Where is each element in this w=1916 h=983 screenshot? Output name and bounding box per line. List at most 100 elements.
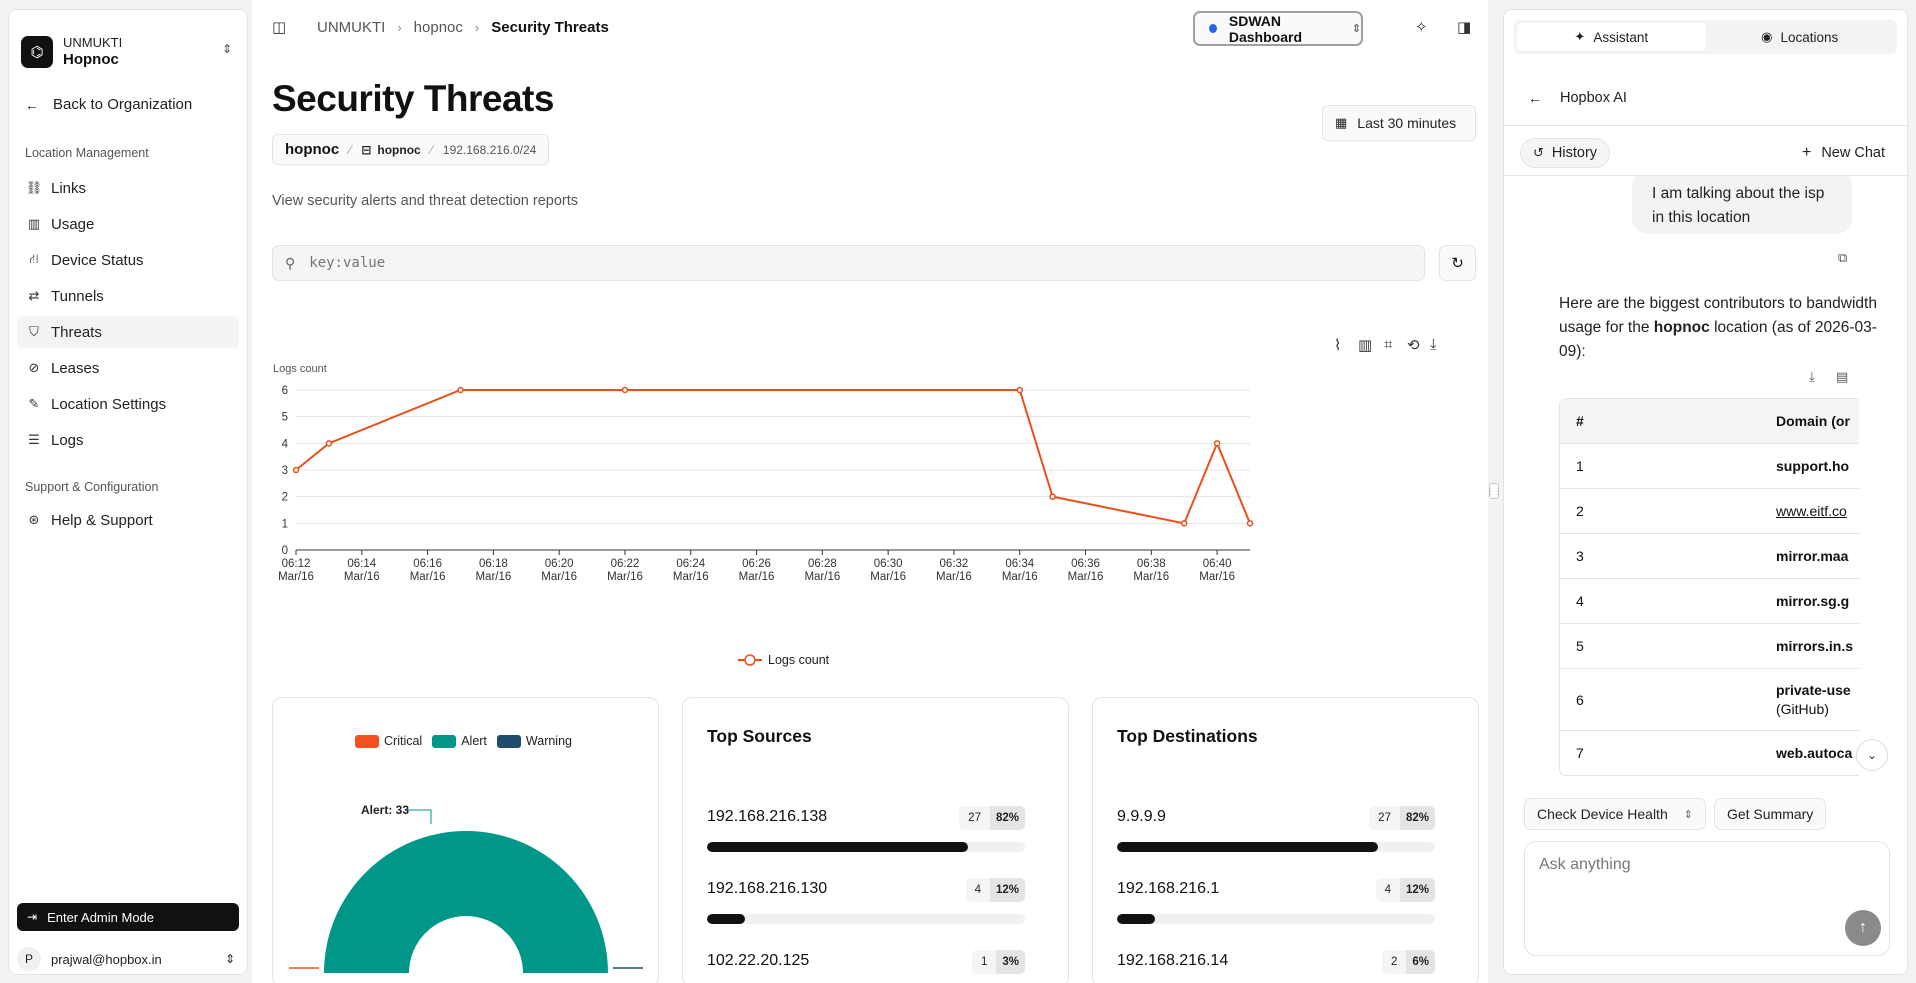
tab-assistant[interactable]: ✦ Assistant	[1517, 23, 1706, 51]
resize-handle[interactable]: ⋮⋮	[1486, 483, 1502, 499]
clipboard-icon[interactable]: ▤	[1836, 369, 1849, 384]
plus-icon: +	[1801, 144, 1812, 161]
sparkle-icon[interactable]: ✧	[1415, 19, 1428, 36]
data-point[interactable]	[1016, 386, 1023, 394]
copy-icon[interactable]: ⧉	[1838, 250, 1848, 265]
count-badge: 1 3%	[971, 950, 1025, 974]
sidebar-item-threats[interactable]: ⛉ Threats	[17, 316, 239, 348]
table-cell-domain[interactable]: www.eitf.co	[1776, 502, 1847, 520]
ip-address: 192.168.216.14	[1117, 952, 1229, 969]
back-to-organization-link[interactable]: ← Back to Organization	[25, 96, 192, 113]
device-status-icon: ⛙	[29, 251, 39, 266]
sidebar-item-logs[interactable]: ☰ Logs	[17, 424, 239, 456]
data-point[interactable]	[1213, 440, 1221, 447]
zoom-icon[interactable]: ⌗	[1384, 336, 1393, 353]
time-range-button[interactable]: ▦ Last 30 minutes	[1322, 105, 1476, 141]
data-point[interactable]	[1246, 520, 1254, 527]
bar-chart-icon[interactable]: ▥	[1358, 337, 1373, 354]
refresh-button[interactable]: ↻	[1439, 245, 1476, 281]
download-icon[interactable]: ⤓	[1809, 369, 1815, 384]
table-cell-rank: 5	[1576, 638, 1584, 654]
y-tick-label: 4	[282, 438, 289, 450]
sdwan-dashboard-button[interactable]: SDWAN Dashboard ⇕	[1193, 11, 1363, 46]
page-title: Security Threats	[272, 78, 554, 119]
table-cell-domain: private-use (GitHub)	[1776, 681, 1851, 717]
count-value: 27	[1369, 806, 1400, 830]
list-item[interactable]: 102.22.20.125 1 3%	[707, 950, 1025, 983]
sidebar-item-help-support[interactable]: ⊛ Help & Support	[17, 504, 239, 536]
send-button[interactable]: ↑	[1845, 910, 1881, 946]
sidebar-item-location-settings[interactable]: ✎ Location Settings	[17, 388, 239, 420]
data-point[interactable]	[325, 440, 333, 447]
tunnels-icon: ⇄	[28, 288, 40, 303]
chevron-down-icon: ⌄	[1866, 748, 1878, 762]
severity-card: Critical Alert Warning Alert: 33	[272, 697, 659, 983]
sidebar-item-label: Device Status	[51, 251, 144, 269]
domain-text: www.eitf.co	[1776, 502, 1847, 519]
data-point[interactable]	[1180, 520, 1188, 527]
domain-text: private-use	[1776, 682, 1851, 699]
bandwidth-table: # Domain (or 1 support.ho 2 www.eitf.co 3 mirro…	[1559, 398, 1859, 776]
line-chart-icon[interactable]: ⌇	[1334, 337, 1342, 354]
ip-address: 192.168.216.138	[707, 808, 828, 825]
sidebar-item-device-status[interactable]: ⛙ Device Status	[17, 244, 239, 276]
sidebar-toggle-icon[interactable]: ◫	[272, 19, 287, 36]
legend-item-warning[interactable]: Warning	[496, 734, 572, 748]
sidebar-item-label: Tunnels	[51, 287, 104, 305]
sidebar-item-tunnels[interactable]: ⇄ Tunnels	[17, 280, 239, 312]
chat-input[interactable]	[1539, 856, 1859, 916]
legend-label[interactable]: Logs count	[768, 653, 830, 667]
ai-msg-bold: hopnoc	[1653, 319, 1710, 337]
progress-fill	[1117, 914, 1156, 924]
chevron-right-icon: ›	[474, 20, 480, 35]
legend-item-critical[interactable]: Critical	[355, 734, 422, 748]
breadcrumb-location[interactable]: hopnoc	[413, 19, 463, 36]
y-tick-label: 3	[282, 465, 288, 477]
sidebar-item-leases[interactable]: ⊘ Leases	[17, 352, 239, 384]
gauge-annotation: Alert: 33	[361, 803, 409, 817]
list-item[interactable]: 192.168.216.130 4 12%	[707, 878, 1025, 930]
sidebar-item-label: Help & Support	[51, 511, 153, 529]
sidebar-item-links[interactable]: ⛓ Links	[17, 172, 239, 204]
y-tick-label: 2	[282, 492, 288, 504]
x-tick-label: 06:32 Mar/16	[936, 558, 972, 583]
count-badge: 4 12%	[1375, 878, 1435, 902]
tab-locations[interactable]: ◉ Locations	[1706, 23, 1895, 51]
sidebar-item-usage[interactable]: ▥ Usage	[17, 208, 239, 240]
org-logo-icon: ⌬	[21, 36, 53, 68]
arrow-left-icon[interactable]: ←	[1528, 89, 1542, 106]
list-item[interactable]: 192.168.216.138 27 82%	[707, 806, 1025, 858]
list-item[interactable]: 192.168.216.1 4 12%	[1117, 878, 1435, 930]
panel-toggle-icon[interactable]: ◨	[1457, 19, 1472, 36]
list-item[interactable]: 9.9.9.9 27 82%	[1117, 806, 1435, 858]
check-device-health-button[interactable]: Check Device Health ⇕	[1524, 798, 1706, 830]
legend-swatch	[355, 734, 379, 748]
data-point[interactable]	[457, 386, 464, 394]
progress-bar	[1117, 842, 1435, 852]
breadcrumb-org[interactable]: UNMUKTI	[317, 19, 386, 36]
download-icon[interactable]: ⤓	[1430, 336, 1437, 353]
legend-item-alert[interactable]: Alert	[432, 734, 487, 748]
suggested-actions: Check Device Health ⇕ Get Summary	[1524, 798, 1834, 830]
domain-text: mirrors.in.s	[1776, 637, 1854, 654]
history-button[interactable]: ↺ History	[1520, 138, 1611, 168]
data-point[interactable]	[1049, 493, 1056, 500]
zoom-reset-icon[interactable]: ⟲	[1407, 337, 1420, 354]
get-summary-button[interactable]: Get Summary	[1713, 798, 1827, 830]
panel-title: Hopbox AI	[1560, 89, 1627, 106]
enter-admin-mode-button[interactable]: ⇥ Enter Admin Mode	[17, 903, 239, 931]
list-item[interactable]: 192.168.216.14 2 6%	[1117, 950, 1435, 983]
data-point[interactable]	[292, 466, 300, 474]
gauge-alert-segment[interactable]	[324, 831, 608, 973]
user-menu[interactable]: P prajwal@hopbox.in ⇕	[17, 946, 239, 972]
table-header-cell: Domain (or	[1776, 412, 1850, 429]
arrow-left-icon: ←	[25, 96, 39, 113]
location-chips: hopnoc ⁄ ⊟ hopnoc ⁄ 192.168.216.0/24	[272, 134, 550, 165]
new-chat-button[interactable]: + New Chat	[1802, 144, 1885, 162]
data-point[interactable]	[621, 386, 629, 394]
y-tick-label: 6	[282, 385, 288, 397]
search-input[interactable]	[309, 255, 1310, 271]
links-icon: ⛓	[25, 180, 43, 195]
scroll-down-button[interactable]: ⌄	[1856, 739, 1888, 771]
org-switcher[interactable]: ⌬ UNMUKTI Hopnoc ⇕	[21, 22, 236, 82]
